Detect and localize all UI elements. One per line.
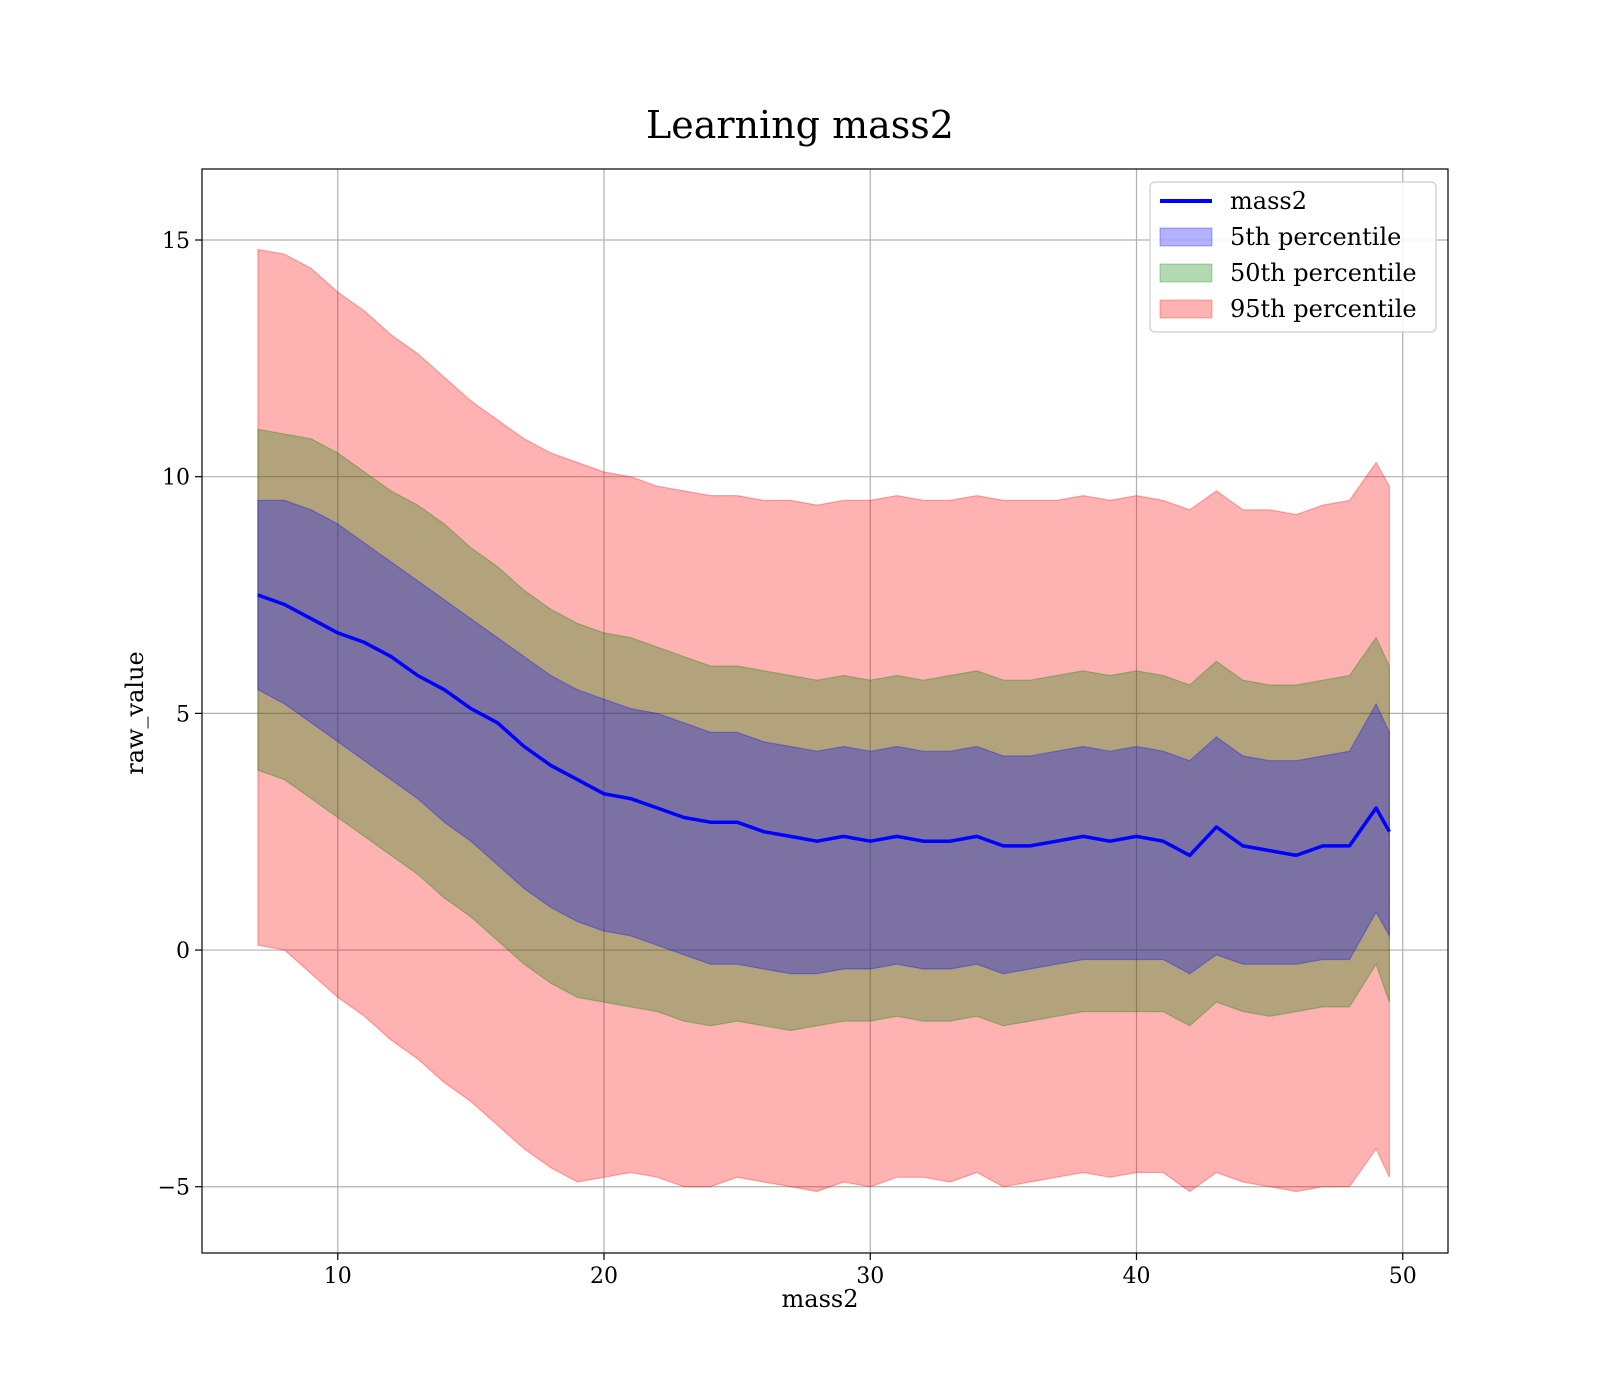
y-tick-label: −5 [158, 1176, 190, 1201]
y-tick-label: 0 [176, 939, 190, 964]
legend-box [1149, 181, 1437, 333]
legend-label-50th: 50th percentile [1230, 259, 1417, 287]
band-95th-percentile [257, 248, 1390, 1193]
x-axis-label: mass2 [782, 1285, 859, 1313]
chart-title: Learning mass2 [646, 103, 954, 147]
legend-swatch-5th [1159, 227, 1213, 247]
legend-label-mass2: mass2 [1230, 187, 1307, 215]
legend: mass2 5th percentile 50th percentile 95t… [1149, 181, 1437, 333]
x-tick-label: 40 [1123, 1264, 1151, 1289]
bands [257, 248, 1390, 1193]
ticks: 10 20 30 40 50 −5 0 5 10 15 [158, 229, 1417, 1289]
x-tick-label: 30 [856, 1264, 884, 1289]
y-axis-label: raw_value [121, 651, 149, 775]
y-tick-label: 10 [162, 466, 190, 491]
lines [257, 593, 1391, 858]
x-tick-label: 10 [324, 1264, 352, 1289]
band-50th-percentile [257, 428, 1390, 1032]
band-5th-percentile [257, 499, 1390, 975]
x-tick-label: 50 [1389, 1264, 1417, 1289]
legend-swatch-50th [1159, 263, 1213, 283]
y-tick-label: 15 [162, 229, 190, 254]
y-tick-label: 5 [176, 702, 190, 727]
x-tick-label: 20 [590, 1264, 618, 1289]
plot-frame [201, 168, 1449, 1254]
legend-label-5th: 5th percentile [1230, 223, 1401, 251]
series-line-mass2 [257, 593, 1391, 858]
legend-swatch-95th [1159, 299, 1213, 319]
legend-label-95th: 95th percentile [1230, 295, 1417, 323]
